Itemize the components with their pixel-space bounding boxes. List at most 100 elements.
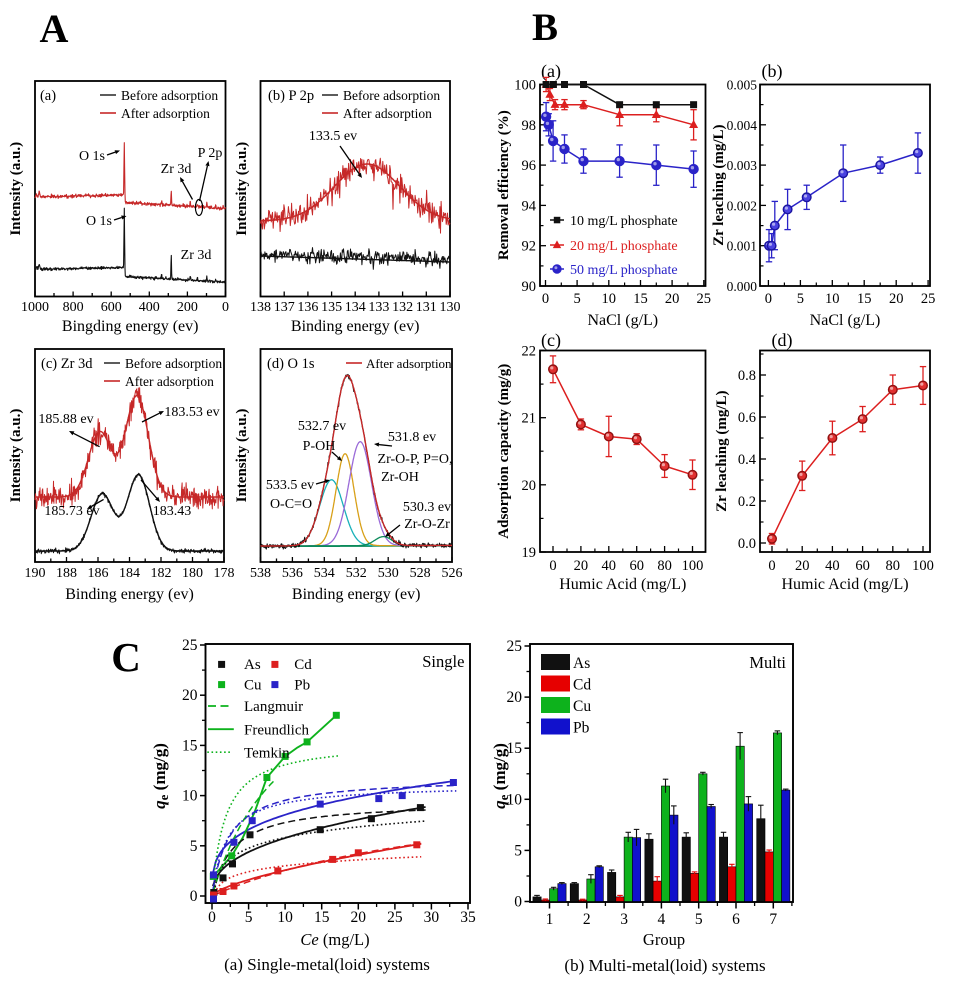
svg-text:O 1s: O 1s — [86, 214, 112, 229]
svg-text:Cd: Cd — [573, 677, 591, 694]
svg-text:Intensity (a.u.): Intensity (a.u.) — [8, 142, 24, 236]
svg-text:After adsorption: After adsorption — [121, 106, 210, 121]
svg-text:Intensity (a.u.): Intensity (a.u.) — [234, 142, 250, 236]
svg-text:Before adsorption: Before adsorption — [121, 88, 218, 103]
svg-text:25: 25 — [507, 638, 523, 655]
svg-text:190: 190 — [25, 566, 46, 581]
svg-text:6: 6 — [732, 911, 740, 928]
svg-text:Zr-OH: Zr-OH — [381, 470, 419, 485]
svg-text:185.73 ev: 185.73 ev — [44, 504, 99, 519]
svg-text:183.53 ev: 183.53 ev — [164, 405, 219, 420]
svg-text:Cd: Cd — [294, 657, 312, 673]
svg-text:21: 21 — [522, 411, 537, 427]
svg-text:20: 20 — [889, 291, 904, 307]
svg-text:530: 530 — [378, 566, 399, 581]
svg-text:10: 10 — [825, 291, 840, 307]
svg-text:Langmuir: Langmuir — [244, 699, 303, 715]
svg-text:22: 22 — [522, 344, 537, 360]
svg-text:Zr-O-Zr: Zr-O-Zr — [404, 517, 450, 532]
svg-text:0.004: 0.004 — [727, 118, 758, 133]
svg-text:538: 538 — [250, 566, 271, 581]
svg-text:C: C — [111, 634, 141, 680]
svg-text:Intensity (a.u.): Intensity (a.u.) — [234, 409, 250, 503]
svg-text:0.6: 0.6 — [738, 410, 756, 426]
svg-text:132: 132 — [392, 300, 413, 315]
svg-text:800: 800 — [63, 300, 84, 315]
svg-text:528: 528 — [410, 566, 431, 581]
svg-text:400: 400 — [139, 300, 160, 315]
svg-text:133: 133 — [368, 300, 389, 315]
svg-text:Ce (mg/L): Ce (mg/L) — [300, 930, 369, 949]
svg-text:10: 10 — [182, 788, 198, 805]
svg-text:Intensity (a.u.): Intensity (a.u.) — [8, 409, 24, 503]
svg-text:134: 134 — [345, 300, 366, 315]
svg-text:Multi: Multi — [749, 653, 786, 672]
svg-text:7: 7 — [769, 911, 777, 928]
svg-text:0: 0 — [222, 300, 229, 315]
svg-text:0: 0 — [514, 894, 522, 911]
svg-text:184: 184 — [119, 566, 140, 581]
svg-text:0: 0 — [190, 888, 198, 905]
svg-text:A: A — [40, 6, 69, 51]
svg-text:Zr 3d: Zr 3d — [161, 162, 192, 177]
svg-text:P 2p: P 2p — [198, 146, 223, 161]
svg-text:Pb: Pb — [294, 678, 310, 694]
svg-text:(c) Zr 3d: (c) Zr 3d — [41, 356, 93, 372]
svg-text:Before adsorption: Before adsorption — [125, 356, 222, 371]
svg-text:15: 15 — [633, 291, 648, 307]
svg-text:Temkin: Temkin — [244, 745, 290, 761]
svg-text:94: 94 — [522, 198, 537, 214]
svg-text:0.4: 0.4 — [738, 452, 757, 468]
svg-text:534: 534 — [314, 566, 335, 581]
svg-text:40: 40 — [602, 558, 617, 574]
svg-text:Bingding energy (ev): Bingding energy (ev) — [62, 318, 199, 335]
svg-text:(d): (d) — [772, 330, 793, 351]
svg-text:25: 25 — [921, 291, 936, 307]
svg-text:180: 180 — [182, 566, 203, 581]
svg-text:15: 15 — [507, 740, 523, 757]
svg-text:Removal efficiency (%): Removal efficiency (%) — [496, 110, 512, 260]
svg-text:30: 30 — [424, 909, 440, 926]
svg-text:185.88 ev: 185.88 ev — [38, 412, 93, 427]
svg-text:Zr leaching (mg/L): Zr leaching (mg/L) — [711, 125, 727, 246]
svg-text:NaCl (g/L): NaCl (g/L) — [810, 312, 881, 329]
svg-text:10 mg/L phosphate: 10 mg/L phosphate — [570, 214, 678, 229]
svg-text:0.002: 0.002 — [727, 198, 757, 213]
svg-text:0.0: 0.0 — [738, 536, 756, 552]
svg-text:10: 10 — [602, 291, 617, 307]
svg-text:188: 188 — [56, 566, 77, 581]
svg-text:After adsorption: After adsorption — [366, 356, 452, 371]
svg-text:10: 10 — [507, 791, 523, 808]
svg-text:15: 15 — [182, 737, 198, 754]
svg-text:4: 4 — [658, 911, 666, 928]
svg-text:5: 5 — [514, 842, 522, 859]
svg-text:20: 20 — [507, 689, 523, 706]
svg-text:100: 100 — [912, 558, 934, 574]
svg-text:After adsorption: After adsorption — [343, 106, 432, 121]
svg-text:20: 20 — [795, 558, 810, 574]
svg-text:(b): (b) — [762, 61, 783, 82]
svg-text:35: 35 — [460, 909, 476, 926]
svg-text:178: 178 — [214, 566, 235, 581]
svg-text:526: 526 — [442, 566, 463, 581]
svg-text:20: 20 — [351, 909, 367, 926]
svg-text:25: 25 — [387, 909, 403, 926]
svg-text:96: 96 — [522, 158, 537, 174]
svg-text:5: 5 — [573, 291, 580, 307]
svg-text:533.5 ev: 533.5 ev — [266, 478, 314, 493]
svg-text:25: 25 — [697, 291, 712, 307]
svg-text:183.43: 183.43 — [153, 504, 192, 519]
svg-text:Humic Acid (mg/L): Humic Acid (mg/L) — [559, 576, 686, 593]
svg-text:Cu: Cu — [244, 678, 262, 694]
svg-text:Freundlich: Freundlich — [244, 722, 309, 738]
svg-text:Adsorption capacity (mg/g): Adsorption capacity (mg/g) — [496, 364, 512, 539]
svg-text:130: 130 — [440, 300, 461, 315]
svg-text:5: 5 — [695, 911, 703, 928]
svg-text:5: 5 — [797, 291, 804, 307]
svg-text:100: 100 — [514, 78, 536, 94]
svg-text:Cu: Cu — [573, 698, 591, 715]
svg-text:0.000: 0.000 — [727, 279, 758, 294]
svg-text:20: 20 — [522, 478, 537, 494]
svg-text:Zr-O-P, P=O,: Zr-O-P, P=O, — [378, 452, 453, 467]
svg-text:0: 0 — [549, 558, 556, 574]
